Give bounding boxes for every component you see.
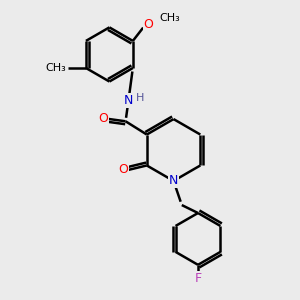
Text: CH₃: CH₃ bbox=[45, 63, 66, 73]
Text: O: O bbox=[98, 112, 108, 125]
Text: F: F bbox=[194, 272, 202, 285]
Text: N: N bbox=[169, 174, 178, 188]
Text: O: O bbox=[143, 18, 153, 31]
Text: N: N bbox=[124, 94, 133, 106]
Text: H: H bbox=[136, 93, 144, 103]
Text: CH₃: CH₃ bbox=[159, 13, 180, 23]
Text: O: O bbox=[118, 164, 128, 176]
